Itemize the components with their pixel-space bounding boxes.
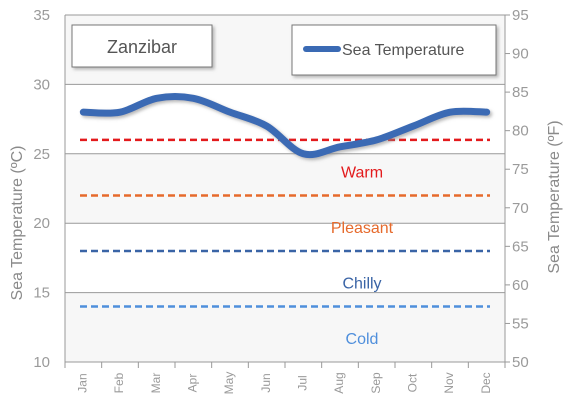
right-tick-label: 90	[512, 46, 529, 63]
plot-band	[65, 153, 505, 224]
right-tick-label: 60	[512, 277, 529, 294]
left-tick-label: 35	[33, 7, 50, 24]
x-tick-label: May	[222, 372, 236, 395]
series-line	[79, 93, 491, 159]
right-tick-label: 55	[512, 315, 529, 332]
zone-label-cold: Cold	[346, 331, 379, 348]
right-tick-label: 65	[512, 238, 529, 255]
right-axis-title: Sea Temperature (ºF)	[546, 120, 563, 273]
zone-label-chilly: Chilly	[342, 276, 381, 293]
x-tick-label: Nov	[442, 372, 456, 393]
zone-label-warm: Warm	[341, 165, 383, 182]
right-tick-label: 50	[512, 354, 529, 371]
left-tick-label: 10	[33, 354, 50, 371]
series-layer	[79, 93, 491, 159]
right-tick-label: 75	[512, 161, 529, 178]
left-axis-ticks: 10 15 20 25 30 35	[33, 7, 50, 371]
x-tick-label: Sep	[369, 372, 383, 394]
x-tick-label: Jul	[296, 375, 310, 390]
chart-title-box: Zanzibar	[71, 24, 213, 68]
legend-label: Sea Temperature	[342, 42, 465, 59]
x-tick-label: Feb	[112, 372, 126, 393]
left-tick-label: 25	[33, 146, 50, 163]
x-tick-label: Oct	[406, 373, 420, 392]
plot-band	[65, 223, 505, 293]
plot-band	[65, 292, 505, 362]
left-tick-label: 15	[33, 285, 50, 302]
x-axis-ticks: Jan Feb Mar Apr May Jun Jul Aug Sep Oct Nov Dec	[64, 362, 506, 395]
x-tick-label: Apr	[186, 374, 200, 393]
chart-title: Zanzibar	[107, 37, 177, 57]
right-tick-label: 80	[512, 123, 529, 140]
right-tick-label: 95	[512, 7, 529, 24]
x-tick-label: Mar	[149, 373, 163, 394]
legend: Sea Temperature	[291, 24, 497, 76]
x-tick-label: Dec	[479, 372, 493, 393]
x-tick-label: Aug	[332, 372, 346, 393]
x-tick-label: Jan	[76, 373, 90, 392]
right-tick-label: 85	[512, 84, 529, 101]
right-tick-label: 70	[512, 200, 529, 217]
x-tick-label: Jun	[259, 373, 273, 392]
left-tick-label: 20	[33, 215, 50, 232]
left-tick-label: 30	[33, 76, 50, 93]
right-axis-ticks: 50 55 60 65 70 75 80 85 90 95	[505, 7, 529, 371]
left-axis-title: Sea Temperature (ºC)	[9, 146, 26, 301]
zone-label-pleasant: Pleasant	[331, 220, 394, 237]
